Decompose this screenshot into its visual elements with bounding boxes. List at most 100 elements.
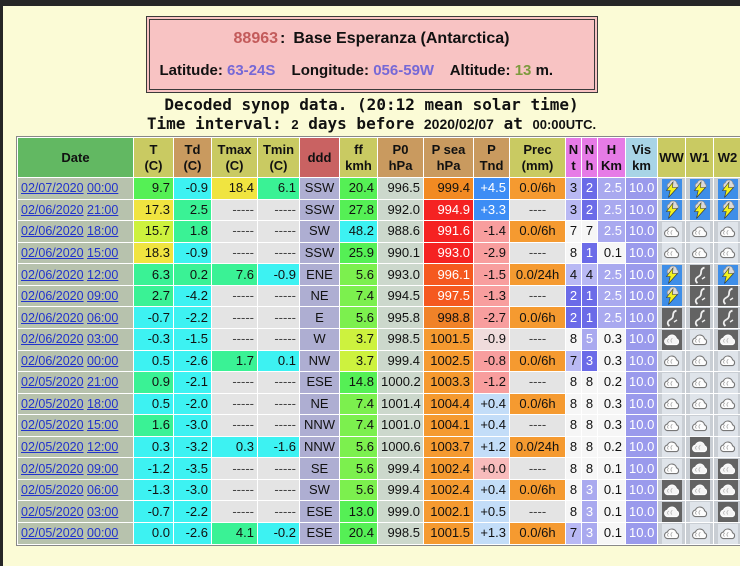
cloud-light-icon xyxy=(661,243,682,263)
cell-tmax: ----- xyxy=(211,220,258,243)
cell-w1 xyxy=(685,392,714,416)
cell-date: 02/05/2020 15:00 xyxy=(17,414,134,437)
cell-w1 xyxy=(685,371,714,394)
time-link[interactable]: 18:00 xyxy=(87,396,119,411)
cell-prec: 0.0/6h xyxy=(509,349,566,373)
time-link[interactable]: 09:00 xyxy=(87,289,119,304)
date-link[interactable]: 02/07/2020 xyxy=(21,181,84,196)
time-link[interactable]: 00:00 xyxy=(87,181,119,196)
cell-ptnd: -2.7 xyxy=(473,306,510,329)
cell-tmin: ----- xyxy=(257,414,300,437)
time-link[interactable]: 06:00 xyxy=(87,310,119,325)
cell-ww xyxy=(657,478,686,502)
cell-ptnd: +0.5 xyxy=(473,500,510,523)
cell-tmax: ----- xyxy=(211,241,258,265)
cell-p0: 998.5 xyxy=(377,327,424,351)
cell-prec: 0.0/24h xyxy=(509,263,566,286)
thunder-icon xyxy=(717,178,738,199)
date-link[interactable]: 02/06/2020 xyxy=(21,202,84,217)
time-link[interactable]: 21:00 xyxy=(87,202,119,217)
cell-vis: 10.0 xyxy=(625,284,658,308)
cell-date: 02/05/2020 03:00 xyxy=(17,500,134,523)
cell-t: 2.7 xyxy=(133,284,174,308)
date-link[interactable]: 02/06/2020 xyxy=(21,245,84,260)
date-link[interactable]: 02/05/2020 xyxy=(21,440,84,455)
date-link[interactable]: 02/05/2020 xyxy=(21,461,84,476)
time-link[interactable]: 15:00 xyxy=(87,418,119,433)
synop-table-body: 02/07/2020 00:00 9.7 -0.9 18.4 6.1 SSW 20.4 996… xyxy=(17,177,740,545)
cell-nh: 2 xyxy=(581,177,598,200)
cloud-light-icon xyxy=(689,415,710,436)
time-link[interactable]: 03:00 xyxy=(87,332,119,347)
date-link[interactable]: 02/05/2020 xyxy=(21,418,84,433)
cell-t: 18.3 xyxy=(133,241,174,265)
cell-vis: 10.0 xyxy=(625,478,658,502)
cloud-light-icon xyxy=(661,458,682,479)
cell-w2 xyxy=(713,478,740,502)
cell-psea: 994.9 xyxy=(423,198,474,222)
cell-prec: ---- xyxy=(509,414,566,437)
altitude-unit: m. xyxy=(535,62,554,79)
time-link[interactable]: 21:00 xyxy=(87,375,119,390)
cloud-light-icon xyxy=(689,329,710,350)
date-link[interactable]: 02/06/2020 xyxy=(21,267,84,282)
time-link[interactable]: 12:00 xyxy=(87,440,119,455)
time-link[interactable]: 09:00 xyxy=(87,461,119,476)
cell-tmax: ----- xyxy=(211,306,258,329)
cell-prec: 0.0/24h xyxy=(509,435,566,459)
cloud-light-icon xyxy=(717,415,738,436)
reference-date: 2020/02/07 xyxy=(423,116,494,132)
cell-ddd: NE xyxy=(299,284,340,308)
cell-p0: 1000.6 xyxy=(377,435,424,459)
cell-date: 02/06/2020 15:00 xyxy=(17,241,134,265)
date-link[interactable]: 02/05/2020 xyxy=(21,396,84,411)
cell-ddd: NE xyxy=(299,392,340,416)
cell-ww xyxy=(657,349,686,373)
cell-w2 xyxy=(713,435,740,459)
cell-ww xyxy=(657,414,686,437)
cloud-dark-icon xyxy=(717,480,738,500)
date-link[interactable]: 02/05/2020 xyxy=(21,375,84,390)
header-p0: P0 hPa xyxy=(377,137,424,178)
header-w1: W1 xyxy=(685,137,714,178)
time-link[interactable]: 18:00 xyxy=(87,224,119,239)
cell-psea: 1002.4 xyxy=(423,478,474,502)
cloud-dark-icon xyxy=(717,502,738,522)
cell-h: 0.1 xyxy=(597,522,626,545)
cell-n: 8 xyxy=(565,457,582,480)
date-link[interactable]: 02/06/2020 xyxy=(21,353,84,368)
date-link[interactable]: 02/05/2020 xyxy=(21,526,84,541)
cloud-light-icon xyxy=(689,372,710,393)
date-link[interactable]: 02/06/2020 xyxy=(21,310,84,325)
cell-n: 8 xyxy=(565,392,582,416)
date-link[interactable]: 02/06/2020 xyxy=(21,224,84,239)
time-link[interactable]: 15:00 xyxy=(87,245,119,260)
cell-vis: 10.0 xyxy=(625,220,658,243)
cell-tmax: ----- xyxy=(211,371,258,394)
cell-ptnd: +0.4 xyxy=(473,414,510,437)
header-psea: P sea hPa xyxy=(423,137,474,178)
table-row: 02/06/2020 06:00 -0.7 -2.2 ----- ----- E 5.6 99… xyxy=(17,306,740,329)
station-id-separator: : xyxy=(280,30,286,47)
time-link[interactable]: 03:00 xyxy=(87,504,119,519)
time-link[interactable]: 00:00 xyxy=(87,353,119,368)
date-link[interactable]: 02/05/2020 xyxy=(21,483,84,498)
date-link[interactable]: 02/05/2020 xyxy=(21,504,84,519)
header-row: Date T (C) Td (C) Tmax (C) Tmin (C) ddd ff kmh P0 hPa… xyxy=(17,137,740,178)
date-link[interactable]: 02/06/2020 xyxy=(21,332,84,347)
cell-nh: 1 xyxy=(581,241,598,265)
cell-psea: 998.8 xyxy=(423,306,474,329)
time-link[interactable]: 06:00 xyxy=(87,483,119,498)
cell-w2 xyxy=(713,177,740,200)
at-label: at xyxy=(503,114,523,133)
date-link[interactable]: 02/06/2020 xyxy=(21,289,84,304)
synop-table-header: Date T (C) Td (C) Tmax (C) Tmin (C) ddd ff kmh P0 hPa… xyxy=(17,137,740,178)
cell-ddd: SW xyxy=(299,478,340,502)
time-link[interactable]: 00:00 xyxy=(87,526,119,541)
cell-td: -3.0 xyxy=(173,478,212,502)
cell-ddd: SE xyxy=(299,457,340,480)
time-link[interactable]: 12:00 xyxy=(87,267,119,282)
table-row: 02/05/2020 21:00 0.9 -2.1 ----- ----- ESE 14.8… xyxy=(17,371,740,394)
cell-date: 02/06/2020 00:00 xyxy=(17,349,134,373)
cell-t: 17.3 xyxy=(133,198,174,222)
